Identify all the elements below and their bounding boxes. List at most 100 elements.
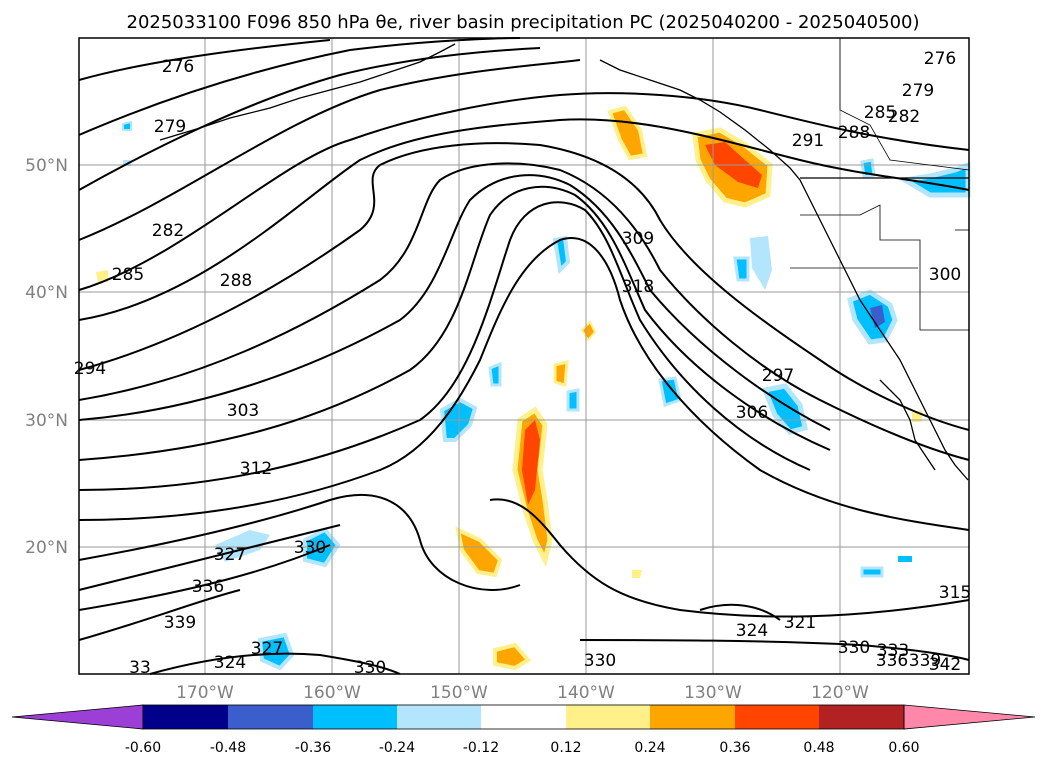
lon-label: 170°W [176,683,234,703]
lon-label: 160°W [303,683,361,703]
colorbar-tick: -0.24 [379,740,415,756]
contour-label: 330 [294,538,326,558]
contour-label: 321 [784,613,816,633]
colorbar-segment [228,705,313,729]
colorbar-tick: 0.48 [803,740,834,756]
colorbar-segment [650,705,735,729]
precip-patch [257,632,295,671]
precip-patch [488,361,502,387]
contour-label: 282 [888,107,920,127]
colorbar-segment [481,705,566,729]
contour-label: 339 [164,613,196,633]
contour-label: 330 [838,638,870,658]
colorbar-segment [566,705,650,729]
na-west-coast [599,59,969,481]
contour-line [149,652,401,675]
contour-label: 330 [354,658,386,678]
contour-line [78,47,541,191]
contour-line [78,39,331,81]
state-borders [800,204,969,331]
colorbar-tick: 0.60 [888,740,919,756]
contour-label: 276 [162,57,194,77]
contour-label: 306 [736,403,768,423]
precip-patch [632,570,642,578]
colorbar-tick: 0.36 [719,740,750,756]
colorbar-segment [143,705,228,729]
contour-label: 297 [762,366,794,386]
colorbar-tick: -0.60 [125,740,161,756]
colorbar-tick: -0.36 [295,740,331,756]
contour-label: 288 [220,271,252,291]
contour-line [78,589,241,641]
coastlines [159,38,970,481]
contour-label: 336 [192,577,224,597]
contour-line [78,237,970,531]
precip-patch [898,556,912,562]
lon-label: 130°W [684,683,742,703]
precip-patch [870,305,885,328]
contour-label: 282 [152,221,184,241]
contour-label: 342 [929,655,961,675]
lat-label: 50°N [25,156,68,176]
contour-label: 333 [877,641,909,661]
contour-label: 291 [792,131,824,151]
precip-patch [658,376,682,407]
contour-label: 303 [227,401,259,421]
contour-label: 324 [214,653,246,673]
contour-label: 324 [736,621,768,641]
contour-label: 339 [909,651,941,671]
lon-label: 120°W [811,683,869,703]
colorbar-extend-high [903,704,1036,730]
lon-label: 150°W [430,683,488,703]
precip-patch [750,236,772,290]
colorbar-segment [819,705,904,729]
colorbar-segment [397,705,481,729]
precip-patch [493,642,532,671]
lat-label: 20°N [25,538,68,558]
canada-lines [839,38,970,171]
contour-label: 336 [876,651,908,671]
lat-label: 30°N [25,411,68,431]
contour-label: 279 [902,81,934,101]
contour-line [78,118,970,321]
contour-line [78,37,521,136]
precip-patch [553,360,569,387]
precip-patch [96,270,108,282]
contour-label: 309 [622,229,654,249]
contour-line [78,92,970,291]
precip-patch [215,530,270,562]
colorbar-tick: 0.24 [634,740,665,756]
contour-label: 288 [838,123,870,143]
contour-line [78,162,970,461]
contour-labels: 276 279 282 285 288 294 303 312 327 330 … [74,49,971,678]
contour-line [699,603,781,621]
contour-line [78,524,341,591]
map-frame [78,37,970,675]
contour-label: 312 [240,459,272,479]
contour-label: 294 [74,359,106,379]
lat-label: 40°N [25,283,68,303]
colorbar: -0.60 -0.48 -0.36 -0.24 -0.12 0.12 0.24 … [11,704,1036,756]
theta-e-contours [78,37,970,675]
colorbar-extend-low [11,704,144,730]
lon-label: 140°W [557,683,615,703]
contour-label: 300 [929,265,961,285]
lon-axis: 170°W 160°W 150°W 140°W 130°W 120°W [176,683,869,703]
precip-patch [455,526,503,578]
contour-label: 327 [251,639,283,659]
colorbar-tick: 0.12 [550,740,581,756]
precip-patch [122,120,132,131]
contour-label: 315 [939,583,971,603]
contour-line [78,544,331,611]
precip-patch [566,388,580,412]
contour-line [78,174,831,431]
map-title: 2025033100 F096 850 hPa θe, river basin … [127,12,920,33]
colorbar-frame [142,704,905,730]
contour-label: 33 [129,658,151,678]
colorbar-tick: -0.12 [463,740,499,756]
contour-label: 318 [622,277,654,297]
contour-label: 276 [924,49,956,69]
colorbar-segment [735,705,819,729]
precip-patch [522,420,540,505]
